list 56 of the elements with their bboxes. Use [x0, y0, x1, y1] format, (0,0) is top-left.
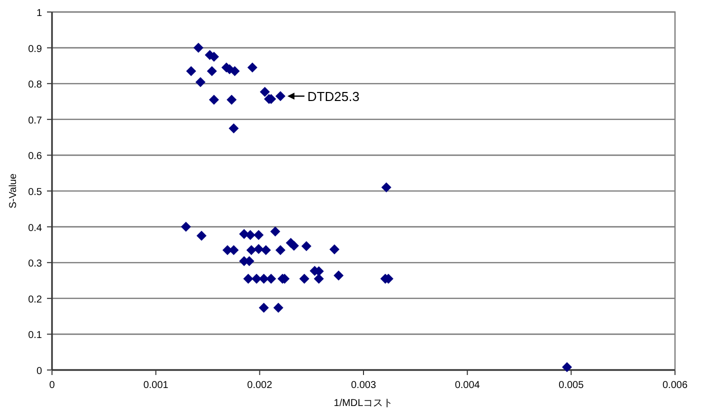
point [193, 42, 204, 53]
y-tick-label: 0.3 [28, 258, 42, 270]
y-tick-label: 0.1 [28, 330, 42, 342]
x-tick-label: 0.003 [350, 380, 376, 391]
point [258, 274, 269, 284]
point [254, 230, 264, 240]
y-axis-title: S-Value [8, 173, 19, 208]
x-tick-label: 0.005 [558, 380, 584, 391]
y-tick-label: 0.9 [28, 44, 42, 55]
point [186, 66, 196, 76]
y-tick-label: 0.2 [28, 294, 42, 306]
point [245, 230, 256, 240]
x-tick-label: 0.006 [662, 380, 688, 391]
point [254, 244, 264, 254]
y-tick-label: 0.6 [28, 151, 42, 162]
point [228, 123, 239, 134]
arrow-annotation: DTD25.3 [287, 89, 360, 104]
y-tick-label: 0.4 [28, 222, 42, 234]
point [180, 222, 191, 232]
point [206, 66, 217, 76]
point [247, 62, 258, 72]
x-tick-label: 0.004 [454, 380, 480, 391]
point [329, 244, 340, 254]
y-tick-label: 0 [36, 366, 42, 377]
point [562, 362, 572, 372]
point [273, 302, 284, 313]
point [275, 91, 286, 102]
point [252, 274, 262, 284]
point [195, 77, 206, 88]
y-tick-label: 0.5 [28, 187, 42, 198]
x-axis-title: 1/MDLコスト [334, 398, 394, 409]
point [314, 274, 324, 284]
point [258, 302, 269, 313]
point [260, 245, 271, 256]
point [230, 66, 240, 76]
x-tick-label: 0.002 [247, 380, 273, 391]
point [381, 182, 392, 192]
point [196, 230, 207, 241]
point [301, 241, 312, 252]
y-tick-label: 0.8 [28, 80, 42, 91]
point [334, 270, 344, 280]
annotation: DTD25.3 [307, 89, 360, 104]
y-tick-label: 0.7 [28, 115, 42, 126]
x-tick-label: 0 [49, 380, 56, 391]
point [270, 226, 280, 236]
point [275, 245, 286, 256]
y-tick-label: 1 [36, 8, 42, 19]
point [299, 274, 310, 284]
point [260, 86, 270, 97]
point [243, 274, 254, 284]
point [246, 245, 256, 256]
point [226, 94, 237, 105]
point [208, 94, 219, 105]
point [288, 240, 299, 251]
point [266, 274, 276, 284]
x-tick-label: 0.001 [143, 380, 169, 391]
